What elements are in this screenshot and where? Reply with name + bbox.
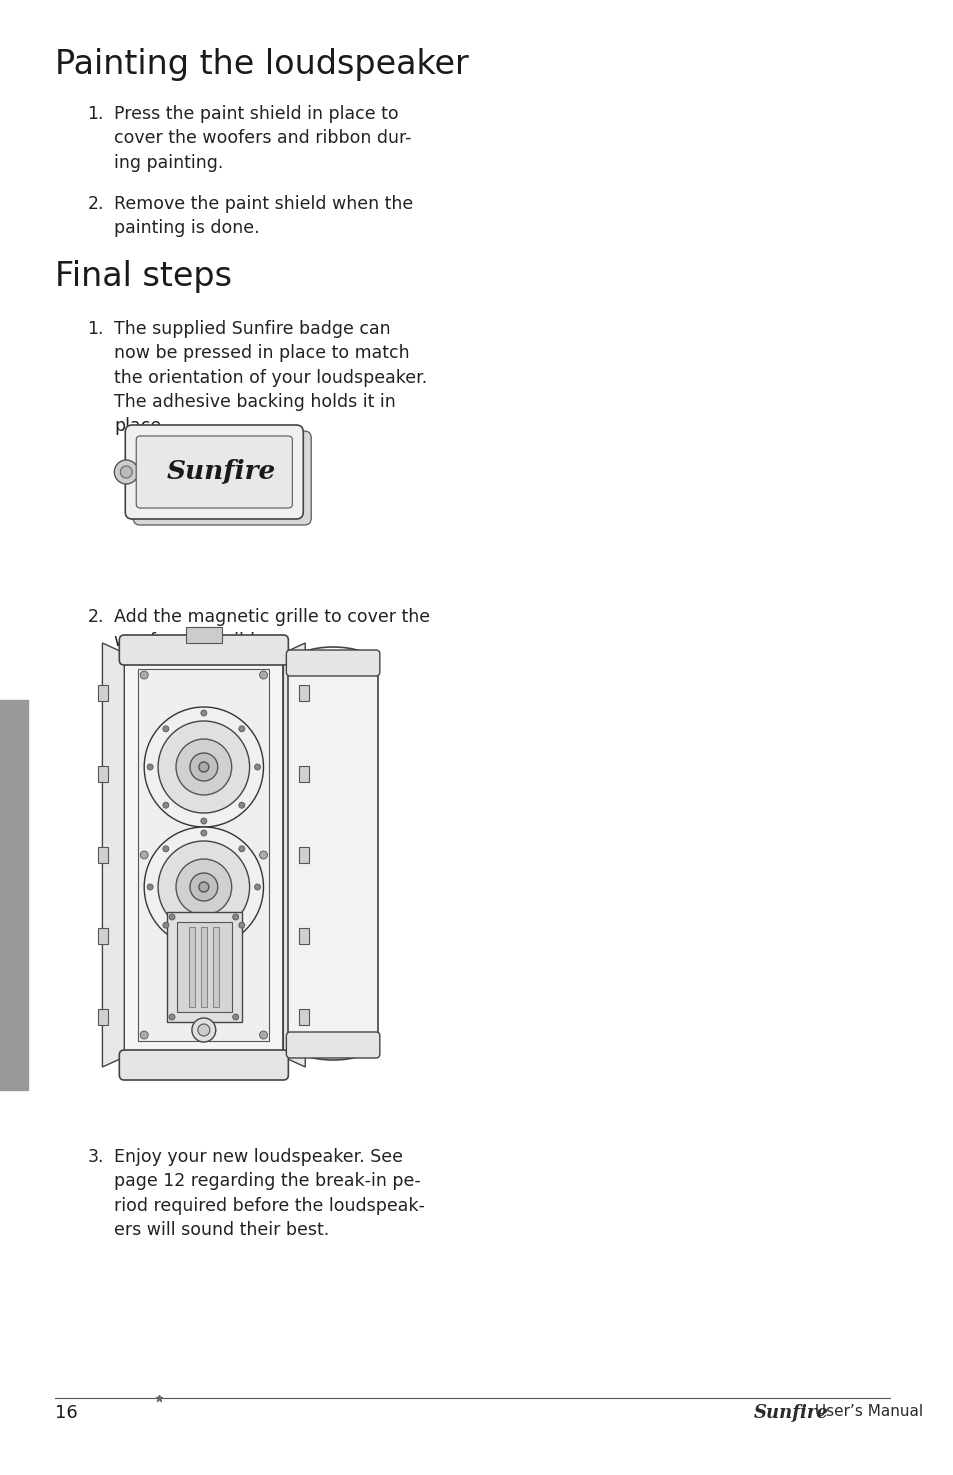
Text: Sunfire: Sunfire bbox=[167, 460, 276, 484]
Circle shape bbox=[147, 764, 153, 770]
Circle shape bbox=[163, 845, 169, 853]
Circle shape bbox=[201, 830, 207, 836]
Circle shape bbox=[114, 460, 138, 484]
Circle shape bbox=[158, 841, 250, 934]
Bar bbox=[299, 847, 309, 863]
Bar bbox=[124, 655, 283, 1055]
Circle shape bbox=[197, 1024, 210, 1035]
Text: Final steps: Final steps bbox=[54, 260, 232, 294]
Text: 3.: 3. bbox=[88, 1148, 104, 1167]
FancyBboxPatch shape bbox=[119, 1050, 288, 1080]
Circle shape bbox=[201, 819, 207, 825]
Bar bbox=[299, 686, 309, 702]
Text: User’s Manual: User’s Manual bbox=[809, 1404, 923, 1419]
Bar bbox=[177, 922, 232, 1012]
FancyBboxPatch shape bbox=[125, 425, 303, 519]
Circle shape bbox=[259, 671, 267, 678]
Bar bbox=[98, 766, 109, 782]
Circle shape bbox=[238, 726, 245, 732]
Bar bbox=[138, 670, 269, 1041]
Bar bbox=[167, 912, 241, 1022]
FancyBboxPatch shape bbox=[286, 1032, 379, 1058]
Circle shape bbox=[254, 764, 260, 770]
Circle shape bbox=[175, 858, 232, 914]
Text: Press the paint shield in place to
cover the woofers and ribbon dur-
ing paintin: Press the paint shield in place to cover… bbox=[114, 105, 412, 171]
Circle shape bbox=[259, 1031, 267, 1038]
FancyBboxPatch shape bbox=[286, 650, 379, 676]
Bar bbox=[299, 928, 309, 944]
Text: 1.: 1. bbox=[88, 105, 104, 122]
FancyBboxPatch shape bbox=[119, 636, 288, 665]
Circle shape bbox=[198, 763, 209, 771]
Text: 16: 16 bbox=[54, 1404, 77, 1422]
Circle shape bbox=[120, 466, 132, 478]
Text: Add the magnetic grille to cover the
woofers and ribbon.: Add the magnetic grille to cover the woo… bbox=[114, 608, 430, 650]
Bar bbox=[98, 686, 109, 702]
Bar bbox=[98, 928, 109, 944]
Circle shape bbox=[163, 922, 169, 928]
Bar bbox=[186, 627, 221, 643]
Circle shape bbox=[163, 802, 169, 808]
Circle shape bbox=[190, 873, 217, 901]
Bar bbox=[201, 926, 207, 1007]
Circle shape bbox=[233, 1013, 238, 1021]
Circle shape bbox=[147, 884, 153, 889]
Circle shape bbox=[238, 845, 245, 853]
Circle shape bbox=[259, 851, 267, 858]
Circle shape bbox=[254, 884, 260, 889]
Circle shape bbox=[163, 726, 169, 732]
Text: 2.: 2. bbox=[88, 195, 104, 212]
Bar bbox=[213, 926, 218, 1007]
Circle shape bbox=[233, 914, 238, 920]
FancyBboxPatch shape bbox=[133, 431, 311, 525]
Bar bbox=[98, 847, 109, 863]
Circle shape bbox=[169, 1013, 174, 1021]
Bar bbox=[299, 1009, 309, 1025]
Bar bbox=[288, 667, 377, 1040]
Bar bbox=[98, 1009, 109, 1025]
Bar bbox=[189, 926, 194, 1007]
FancyBboxPatch shape bbox=[136, 437, 292, 507]
Text: Enjoy your new loudspeaker. See
page 12 regarding the break-in pe-
riod required: Enjoy your new loudspeaker. See page 12 … bbox=[114, 1148, 425, 1239]
Bar bbox=[299, 766, 309, 782]
Circle shape bbox=[175, 739, 232, 795]
Text: Remove the paint shield when the
painting is done.: Remove the paint shield when the paintin… bbox=[114, 195, 414, 237]
Text: Sunfire: Sunfire bbox=[753, 1404, 828, 1422]
Circle shape bbox=[201, 709, 207, 715]
Circle shape bbox=[169, 914, 174, 920]
Bar bbox=[0, 701, 28, 1090]
Circle shape bbox=[140, 1031, 148, 1038]
Circle shape bbox=[144, 707, 263, 827]
Text: Painting the loudspeaker: Painting the loudspeaker bbox=[54, 49, 468, 81]
Circle shape bbox=[158, 721, 250, 813]
Text: The supplied Sunfire badge can
now be pressed in place to match
the orientation : The supplied Sunfire badge can now be pr… bbox=[114, 320, 427, 435]
Polygon shape bbox=[102, 643, 124, 1066]
Circle shape bbox=[144, 827, 263, 947]
Circle shape bbox=[238, 922, 245, 928]
Circle shape bbox=[192, 1018, 215, 1041]
Circle shape bbox=[198, 882, 209, 892]
Circle shape bbox=[238, 802, 245, 808]
Polygon shape bbox=[283, 643, 305, 1066]
Circle shape bbox=[140, 671, 148, 678]
Circle shape bbox=[201, 938, 207, 944]
Circle shape bbox=[140, 851, 148, 858]
Text: 1.: 1. bbox=[88, 320, 104, 338]
Circle shape bbox=[190, 754, 217, 780]
Text: 2.: 2. bbox=[88, 608, 104, 625]
